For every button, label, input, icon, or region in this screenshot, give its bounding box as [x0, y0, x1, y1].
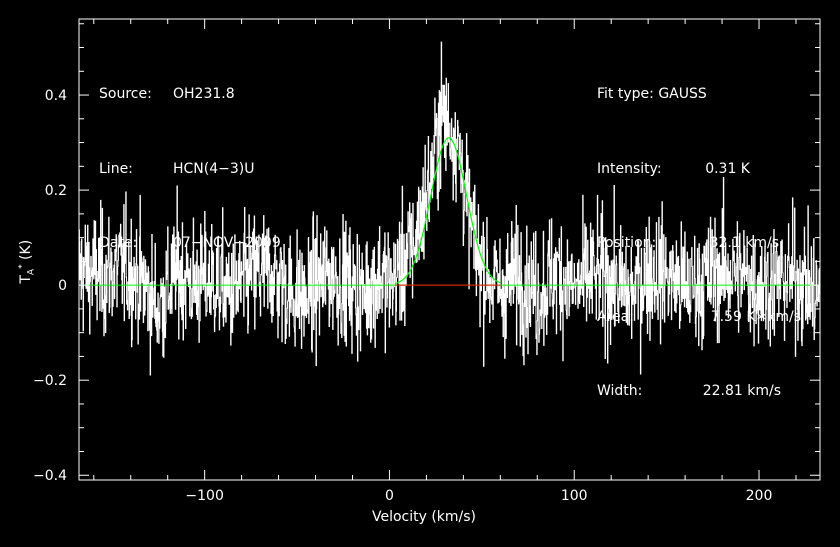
area-row: Area: 7.59 K∗km/s: [597, 305, 801, 330]
gaussian-fit-line: [394, 137, 501, 285]
y-axis-label-main: T: [17, 275, 34, 284]
y-tick-label: −0.4: [33, 468, 67, 484]
line-label: Line:: [99, 160, 133, 177]
fit-overlays: [79, 137, 820, 286]
width-label: Width:: [597, 382, 643, 399]
fit-type-value: GAUSS: [658, 86, 707, 103]
x-tick-label: −100: [185, 488, 223, 504]
fit-info: Fit type: GAUSS Intensity: 0.31 K Positio…: [597, 33, 801, 428]
position-value: 32.1 km/s: [709, 234, 779, 251]
area-label: Area:: [597, 308, 634, 325]
y-tick-label: 0.4: [45, 88, 67, 104]
line-row: Line: HCN(4−3)U: [99, 157, 281, 182]
x-tick-label: 100: [561, 488, 588, 504]
axes-frame: [78, 18, 821, 481]
line-value: HCN(4−3)U: [173, 160, 255, 177]
fit-type-row: Fit type: GAUSS: [597, 82, 801, 107]
y-axis-label-sup: *: [17, 264, 28, 269]
source-row: Source: OH231.8: [99, 82, 281, 107]
y-tick-label: −0.2: [33, 373, 67, 389]
source-label: Source:: [99, 86, 152, 103]
position-label: Position:: [597, 234, 657, 251]
width-row: Width: 22.81 km/s: [597, 379, 801, 404]
y-axis-label: TA* (K): [17, 217, 36, 307]
date-label: Date:: [99, 234, 138, 251]
position-row: Position: 32.1 km/s: [597, 231, 801, 256]
area-value: 7.59 K∗km/s: [710, 308, 801, 325]
x-tick-label: 0: [385, 488, 394, 504]
plot-frame: [78, 18, 821, 481]
spectrum-line: [78, 41, 821, 376]
y-tick-label: 0: [58, 278, 67, 294]
width-value: 22.81 km/s: [702, 382, 781, 399]
observation-info: Source: OH231.8 Line: HCN(4−3)U Date: 07−NO…: [99, 33, 281, 280]
intensity-value: 0.31 K: [705, 160, 750, 177]
source-value: OH231.8: [173, 86, 235, 103]
x-axis-label: Velocity (km/s): [371, 509, 477, 525]
y-tick-label: 0.2: [45, 183, 67, 199]
fit-type-label: Fit type:: [597, 86, 654, 103]
y-axis-label-unit: (K): [17, 239, 34, 265]
intensity-label: Intensity:: [597, 160, 662, 177]
tick-labels: −100 0 100 200 −0.4 −0.2 0 0.2 0.4: [33, 88, 772, 504]
spectrum-trace: [78, 41, 821, 376]
y-axis-label-sub: A: [26, 268, 37, 276]
x-tick-label: 200: [746, 488, 773, 504]
date-value: 07−NOV−2009: [173, 234, 281, 251]
intensity-row: Intensity: 0.31 K: [597, 157, 801, 182]
date-row: Date: 07−NOV−2009: [99, 231, 281, 256]
